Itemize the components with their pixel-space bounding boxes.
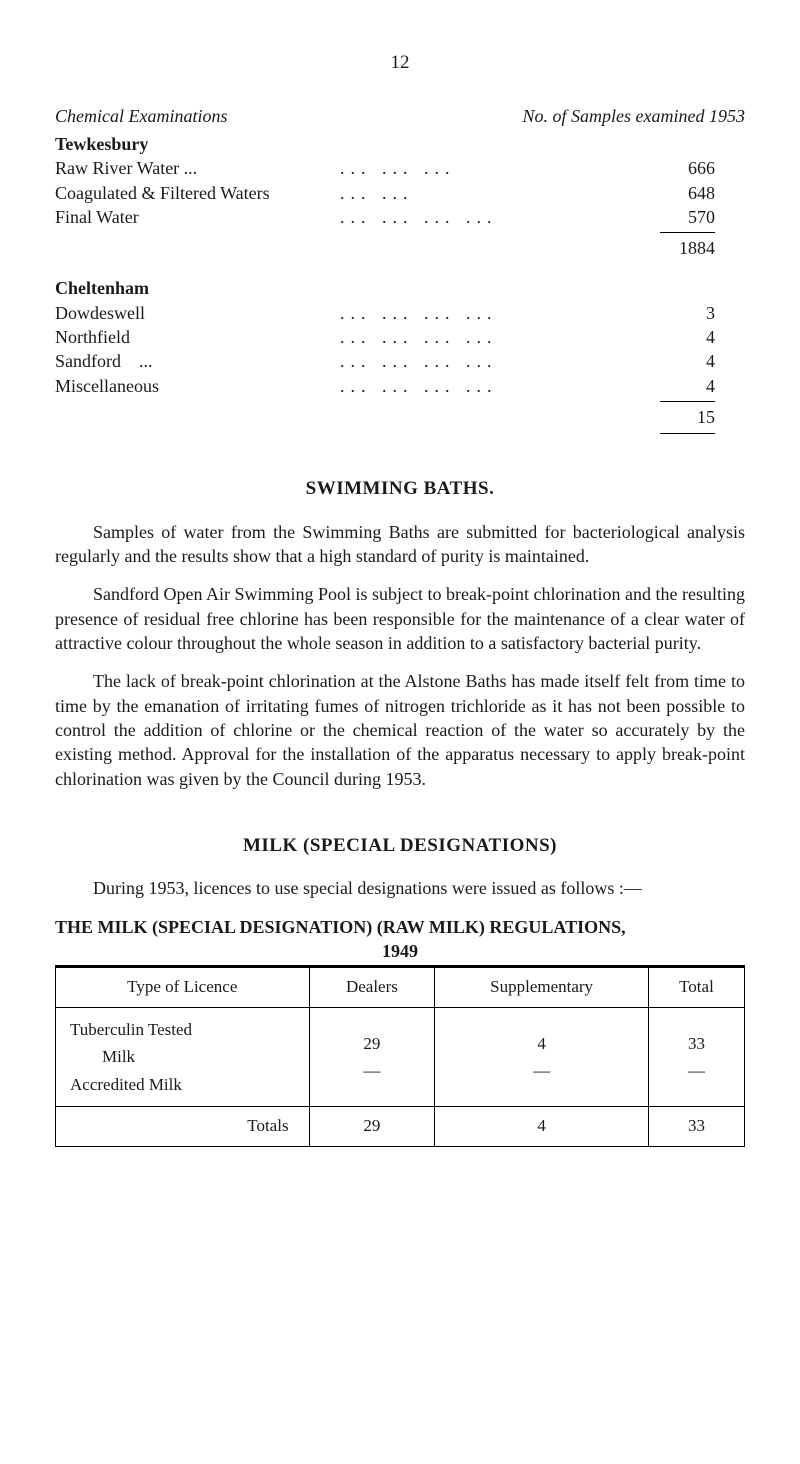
col-header: Total [648, 967, 744, 1008]
leader-dots: ... ... [332, 181, 625, 205]
cell: 33 — [648, 1008, 744, 1107]
table-row: Dowdeswell ... ... ... ... 3 [55, 301, 745, 325]
rule [660, 401, 715, 402]
cell-line: 33 [659, 1030, 734, 1057]
row-value: 4 [625, 374, 745, 398]
swimming-heading: SWIMMING BATHS. [55, 476, 745, 502]
leader-dots: ... ... ... [332, 156, 625, 180]
cell-line: — [445, 1057, 638, 1084]
table-totals-row: Totals 29 4 33 [56, 1106, 745, 1146]
leader-dots: ... ... ... ... [332, 301, 625, 325]
cell-line: Accredited Milk [70, 1071, 299, 1098]
row-label: Northfield [55, 325, 332, 349]
leader-dots: ... ... ... ... [332, 349, 625, 373]
cell-line: Tuberculin Tested [70, 1016, 299, 1043]
cell: 29 [309, 1106, 435, 1146]
cell-line: — [659, 1057, 734, 1084]
col-header: Supplementary [435, 967, 649, 1008]
row-value: 4 [625, 349, 745, 373]
row-value: 666 [625, 156, 745, 180]
header-right: No. of Samples examined 1953 [523, 104, 745, 128]
col-header: Type of Licence [56, 967, 310, 1008]
body-paragraph: Sandford Open Air Swimming Pool is subje… [55, 582, 745, 655]
row-label: Raw River Water ... [55, 156, 332, 180]
cell-line: 29 [320, 1030, 425, 1057]
cell: 4 [435, 1106, 649, 1146]
cheltenham-title: Cheltenham [55, 276, 745, 300]
row-label: Final Water [55, 205, 332, 229]
page-number: 12 [55, 50, 745, 76]
total-row: 1884 [55, 236, 745, 260]
milk-title-line1: THE MILK (SPECIAL DESIGNATION) (RAW MILK… [55, 917, 626, 937]
row-value: 4 [625, 325, 745, 349]
rule [660, 232, 715, 233]
body-paragraph: The lack of break-point chlorination at … [55, 669, 745, 790]
rule [660, 433, 715, 434]
leader-dots: ... ... ... ... [332, 374, 625, 398]
milk-title-year: 1949 [55, 939, 745, 963]
col-header: Dealers [309, 967, 435, 1008]
row-label: Sandford ... [55, 349, 332, 373]
body-paragraph: Samples of water from the Swimming Baths… [55, 520, 745, 569]
row-value: 648 [625, 181, 745, 205]
exam-header: Chemical Examinations No. of Samples exa… [55, 104, 745, 128]
header-left: Chemical Examinations [55, 104, 227, 128]
tewkesbury-title: Tewkesbury [55, 132, 745, 156]
table-row: Tuberculin Tested Milk Accredited Milk 2… [56, 1008, 745, 1107]
row-value: 3 [625, 301, 745, 325]
row-label: Miscellaneous [55, 374, 332, 398]
milk-intro: During 1953, licences to use special des… [55, 876, 745, 900]
total-value: 1884 [625, 236, 745, 260]
milk-regulation-title: THE MILK (SPECIAL DESIGNATION) (RAW MILK… [55, 915, 745, 964]
cell-line: — [320, 1057, 425, 1084]
total-value: 15 [625, 405, 745, 429]
cell: 4 — [435, 1008, 649, 1107]
table-row: Final Water ... ... ... ... 570 [55, 205, 745, 229]
row-value: 570 [625, 205, 745, 229]
table-header-row: Type of Licence Dealers Supplementary To… [56, 967, 745, 1008]
cell-line: 4 [445, 1030, 638, 1057]
leader-dots: ... ... ... ... [332, 325, 625, 349]
table-row: Sandford ... ... ... ... ... 4 [55, 349, 745, 373]
milk-table: Type of Licence Dealers Supplementary To… [55, 965, 745, 1146]
totals-label: Totals [56, 1106, 310, 1146]
total-row: 15 [55, 405, 745, 429]
table-row: Raw River Water ... ... ... ... 666 [55, 156, 745, 180]
row-label: Coagulated & Filtered Waters [55, 181, 332, 205]
table-row: Northfield ... ... ... ... 4 [55, 325, 745, 349]
table-row: Coagulated & Filtered Waters ... ... 648 [55, 181, 745, 205]
row-label: Dowdeswell [55, 301, 332, 325]
table-row: Miscellaneous ... ... ... ... 4 [55, 374, 745, 398]
cell-line: Milk [70, 1043, 299, 1070]
leader-dots: ... ... ... ... [332, 205, 625, 229]
milk-heading: MILK (SPECIAL DESIGNATIONS) [55, 833, 745, 859]
cell: 33 [648, 1106, 744, 1146]
cell: 29 — [309, 1008, 435, 1107]
cell: Tuberculin Tested Milk Accredited Milk [56, 1008, 310, 1107]
